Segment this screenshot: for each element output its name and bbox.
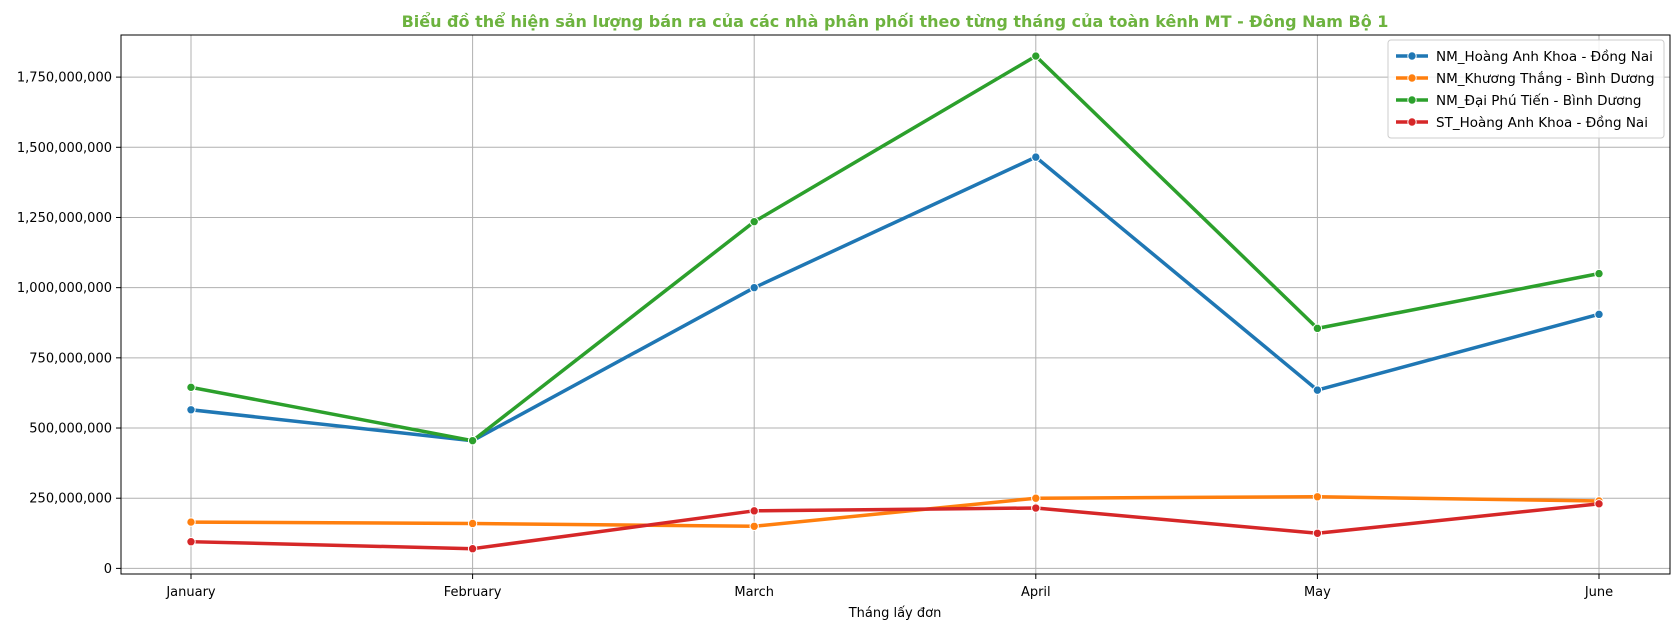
legend-label: ST_Hoàng Anh Khoa - Đồng Nai xyxy=(1436,114,1648,131)
data-point xyxy=(1594,268,1604,279)
data-point xyxy=(1031,493,1041,503)
legend-swatch-marker xyxy=(1407,95,1417,105)
data-point xyxy=(467,435,478,446)
data-point xyxy=(467,544,478,554)
y-tick-label: 0 xyxy=(104,562,112,577)
legend-box xyxy=(1387,39,1665,139)
series-line xyxy=(189,501,1601,551)
data-point xyxy=(186,405,196,415)
x-tick-label: May xyxy=(1304,585,1331,600)
axis-ticks: 0 250,000,000 500,000,000 750,000,000 1,000,… xyxy=(17,71,1613,600)
legend-label: NM_Hoàng Anh Khoa - Đồng Nai xyxy=(1436,48,1653,65)
x-tick-label: April xyxy=(1021,585,1051,600)
data-point xyxy=(1594,309,1604,320)
series-line xyxy=(189,495,1601,529)
chart-title: Biểu đồ thể hiện sản lượng bán ra của cá… xyxy=(402,12,1389,31)
grid xyxy=(121,35,1670,574)
data-point xyxy=(186,517,196,527)
x-axis-label: Tháng lấy đơn xyxy=(848,606,942,621)
y-tick-label: 1,750,000,000 xyxy=(17,71,112,86)
legend: NM_Hoàng Anh Khoa - Đồng Nai NM_Khương Th… xyxy=(1387,39,1665,139)
data-point xyxy=(749,216,759,227)
legend-item: NM_Hoàng Anh Khoa - Đồng Nai xyxy=(1396,48,1653,65)
x-tick-label: June xyxy=(1584,585,1613,600)
data-point xyxy=(1594,499,1604,509)
series-1 xyxy=(186,152,1604,446)
data-point xyxy=(1031,152,1041,162)
data-point xyxy=(749,521,759,531)
data-point xyxy=(186,382,196,393)
y-tick-label: 1,250,000,000 xyxy=(17,211,112,226)
legend-item: NM_Khương Thắng - Bình Dương xyxy=(1396,70,1655,87)
series-group xyxy=(186,51,1604,554)
data-point xyxy=(1312,323,1323,334)
legend-item: ST_Hoàng Anh Khoa - Đồng Nai xyxy=(1396,114,1648,131)
plot-frame xyxy=(120,34,1671,575)
x-tick-label: February xyxy=(444,585,502,600)
series-line xyxy=(188,54,1602,443)
series-line xyxy=(189,155,1602,443)
data-point xyxy=(186,537,196,547)
y-tick-label: 750,000,000 xyxy=(29,351,112,366)
data-point xyxy=(467,518,478,529)
series-4 xyxy=(186,499,1604,554)
legend-swatch-marker xyxy=(1407,51,1417,61)
y-tick-label: 1,500,000,000 xyxy=(17,141,112,156)
legend-label: NM_Khương Thắng - Bình Dương xyxy=(1436,70,1655,87)
data-point xyxy=(1031,503,1041,513)
legend-swatch-marker xyxy=(1407,73,1417,83)
y-tick-label: 1,000,000,000 xyxy=(17,281,112,296)
legend-item: NM_Đại Phú Tiến - Bình Dương xyxy=(1396,92,1641,109)
data-point xyxy=(1312,528,1323,538)
data-point xyxy=(1031,51,1041,61)
data-point xyxy=(1312,492,1323,502)
data-point xyxy=(1312,385,1323,395)
legend-label: NM_Đại Phú Tiến - Bình Dương xyxy=(1436,92,1641,109)
series-3 xyxy=(186,51,1604,446)
y-tick-label: 250,000,000 xyxy=(29,492,112,507)
x-tick-label: January xyxy=(165,585,216,600)
y-tick-label: 500,000,000 xyxy=(29,422,112,437)
data-point xyxy=(749,282,759,293)
data-point xyxy=(749,506,759,516)
x-tick-label: March xyxy=(734,585,774,600)
legend-swatch-marker xyxy=(1407,117,1417,127)
